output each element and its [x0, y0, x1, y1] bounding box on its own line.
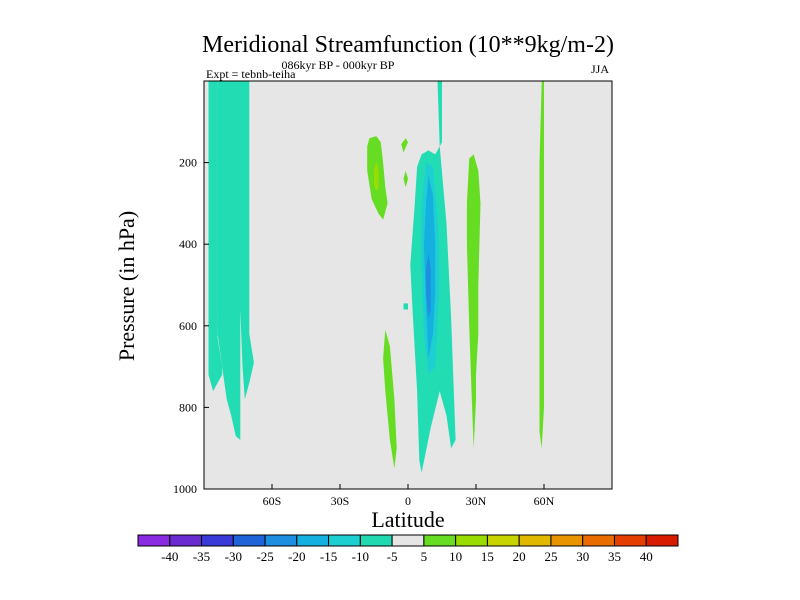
colorbar-level-label: -40	[161, 549, 178, 564]
colorbar-level-label: 40	[640, 549, 653, 564]
colorbar-swatch	[423, 534, 457, 547]
x-tick-label: 30N	[466, 494, 487, 508]
colorbar-swatch	[613, 534, 647, 547]
colorbar-level-label: -5	[387, 549, 398, 564]
colorbar-swatch	[359, 534, 393, 547]
contour-nh-highlat-positive	[539, 81, 544, 449]
colorbar-swatch	[391, 534, 425, 547]
chart-subtitle: 086kyr BP - 000kyr BP	[282, 58, 395, 72]
colorbar-swatch	[518, 534, 552, 547]
colorbar-level-label: 30	[576, 549, 589, 564]
colorbar-swatch	[582, 534, 615, 547]
x-tick-label: 60N	[534, 494, 555, 508]
colorbar-level-label: -20	[288, 549, 305, 564]
colorbar-level-label: -35	[193, 549, 210, 564]
contour-southern-polar-cell-b	[217, 81, 254, 440]
contour-tropical-negative-core	[426, 252, 431, 318]
y-tick-label: 200	[179, 156, 197, 170]
contour-equatorial-lower-positive	[383, 329, 397, 469]
colorbar-swatch	[169, 534, 203, 547]
contour-subtropical-upper-core	[374, 162, 379, 192]
colorbar-level-label: 25	[544, 549, 557, 564]
colorbar-swatch	[455, 534, 488, 547]
y-tick-label: 800	[179, 400, 197, 414]
x-axis-label: Latitude	[371, 507, 444, 532]
x-tick-label: 60S	[263, 494, 282, 508]
contour-small-positive-a	[401, 138, 408, 153]
colorbar-swatch	[550, 534, 584, 547]
colorbar-swatch	[645, 534, 679, 547]
contour-small-positive-b	[403, 170, 408, 188]
contour-tropical-negative-spot	[403, 303, 408, 310]
contour-southern-polar-cell-a	[208, 81, 223, 392]
season-label: JJA	[591, 62, 609, 76]
contour-regions	[208, 81, 544, 473]
colorbar-level-label: 10	[449, 549, 462, 564]
y-axis-ticks: 200 400 600 800 1000	[173, 156, 209, 496]
x-tick-label: 0	[405, 494, 411, 508]
colorbar-level-label: 20	[513, 549, 526, 564]
colorbar-level-label: -15	[320, 549, 337, 564]
colorbar-level-label: 35	[608, 549, 621, 564]
colorbar-swatch	[137, 534, 171, 547]
colorbar-level-label: -30	[225, 549, 242, 564]
chart-title: Meridional Streamfunction (10**9kg/m-2)	[202, 32, 614, 58]
experiment-label: Expt = tebnb-teiha	[206, 67, 296, 81]
x-tick-label: 30S	[331, 494, 350, 508]
y-tick-label: 400	[179, 237, 197, 251]
colorbar-swatch	[232, 534, 266, 547]
colorbar-swatch	[486, 534, 520, 547]
colorbar-swatch	[201, 534, 234, 547]
colorbar-level-label: -25	[256, 549, 273, 564]
colorbar-level-label: -10	[352, 549, 369, 564]
colorbar-swatch	[296, 534, 330, 547]
y-tick-label: 600	[179, 319, 197, 333]
colorbar-level-label: 15	[481, 549, 494, 564]
colorbar-swatch	[328, 534, 361, 547]
x-axis-ticks: 60S 30S 0 30N 60N	[263, 484, 555, 508]
colorbar-level-label: 5	[421, 549, 428, 564]
colorbar: -40 -35 -30 -25 -20 -15 -10 -5 5 10 15 20 25 30 35 40	[137, 534, 679, 564]
y-axis-label: Pressure (in hPa)	[114, 211, 139, 361]
colorbar-swatch	[264, 534, 298, 547]
contour-nh-subtropical-positive	[466, 154, 481, 449]
y-tick-label: 1000	[173, 482, 197, 496]
